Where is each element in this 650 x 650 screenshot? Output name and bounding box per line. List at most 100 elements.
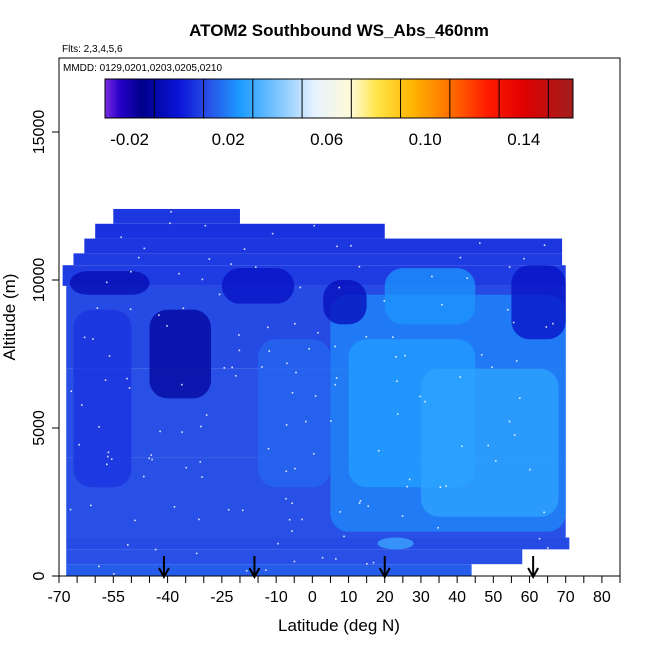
sample-dot [367,505,370,508]
sample-dot [230,263,232,265]
x-tick-label: 0 [308,589,317,606]
curtain-cell [66,564,472,576]
curtain-feature [73,309,132,488]
sample-dot [552,322,554,325]
sample-dot [201,278,204,281]
sample-dot [494,460,497,462]
x-tick-label: -55 [102,589,125,606]
sample-dot [182,307,185,310]
colorbar-ticks: -0.02 0.02 0.06 0.10 0.14 [110,130,540,149]
sample-dot [288,518,291,521]
sample-dot [159,430,161,433]
sample-dot [515,360,518,362]
sample-dot [70,390,73,393]
sample-dot [487,444,490,447]
sample-dot [113,573,115,575]
sample-dot [338,286,341,289]
sample-dot [107,455,109,458]
colorbar-tick-label: 0.06 [310,130,343,149]
sample-dot [366,563,368,565]
sample-dot [110,458,113,460]
sample-dot [294,467,296,470]
sample-dot [285,424,288,426]
x-tick-label: 10 [340,589,358,606]
sample-dot [291,391,294,394]
sample-dot [231,366,233,369]
colorbar-tick-label: 0.02 [212,130,245,149]
curtain-feature [420,368,559,517]
sample-dot [198,518,200,521]
sample-dot [142,475,145,478]
sample-dot [268,350,271,352]
arrows [158,556,540,580]
sample-dot [523,257,525,260]
sample-dot [129,308,132,311]
sample-dot [227,508,230,511]
sample-dot [200,425,202,428]
sample-dot [204,224,207,227]
sample-dot [330,420,332,422]
sample-dot [336,245,338,248]
sample-dot [83,336,86,339]
sample-dot [205,414,208,416]
sample-dot [137,256,140,259]
sample-dot [277,542,279,545]
y-tick-label: 10000 [31,258,48,303]
sample-dot [358,265,361,268]
sample-dot [401,515,404,517]
sample-dot [126,377,128,380]
sample-dot [293,560,296,563]
sample-dot [218,293,221,296]
sample-dot [377,449,380,452]
sample-dot [90,504,92,507]
sample-dot [506,308,509,311]
sample-dot [335,558,337,560]
sample-dot [185,466,188,469]
curtain-feature [323,280,367,325]
sample-dot [169,222,171,225]
sample-dot [529,468,531,471]
y-tick-label: 0 [31,571,48,580]
sample-dot [265,569,267,571]
sample-dot [199,461,202,463]
sample-dot [69,508,72,511]
sample-dot [538,537,541,540]
curtain-cell [95,223,385,239]
sample-dot [445,485,447,487]
sample-dot [491,366,493,369]
sample-dot [395,356,397,358]
x-tick-label: 60 [521,589,539,606]
sample-dot [294,322,296,325]
sample-dot [479,242,481,244]
sample-dot [78,443,81,446]
sample-dot [383,300,386,302]
sample-dot [518,397,521,400]
sample-dot [396,380,398,382]
sample-dot [201,476,203,478]
curtain-feature [377,537,414,550]
sample-dot [408,478,411,481]
sample-dot [143,247,146,250]
sample-dot [312,452,315,455]
sample-dot [166,325,168,327]
sample-dot [181,383,183,386]
sample-dots [69,210,554,575]
flight-arrow [248,556,261,580]
sample-dot [335,377,338,379]
sample-dot [334,345,336,348]
curtain-cell [66,537,570,550]
sample-dot [461,445,463,448]
sample-dot [254,266,257,268]
sample-dot [267,447,270,450]
colorbar-tick-label: -0.02 [110,130,149,149]
sample-dot [108,355,111,357]
sample-dot [285,470,288,473]
sample-dot [128,387,131,389]
sample-dot [238,349,241,352]
sample-dot [80,404,83,406]
x-tick-label: 80 [593,589,611,606]
sample-dot [105,281,108,284]
x-tick-label: -70 [47,589,70,606]
x-tick-label: 20 [376,589,394,606]
